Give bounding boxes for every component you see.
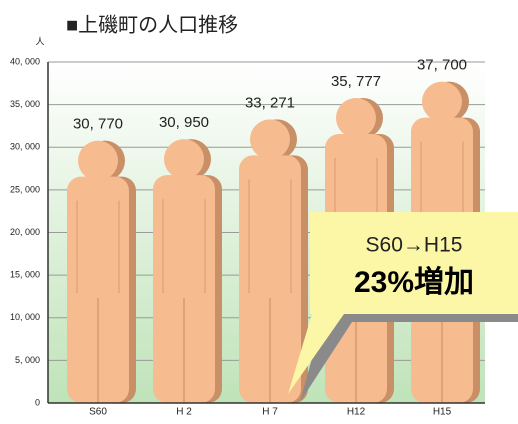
person-head — [422, 81, 462, 122]
y-tick-label: 10, 000 — [10, 312, 40, 322]
callout-text: S60→H15 — [366, 234, 463, 257]
callout-text: 23%増加 — [354, 266, 474, 299]
y-tick-label: 5, 000 — [15, 355, 40, 365]
bar — [239, 119, 308, 403]
person-head — [164, 139, 204, 180]
y-tick-label: 35, 000 — [10, 99, 40, 109]
bar — [67, 140, 136, 403]
y-tick-label: 40, 000 — [10, 56, 40, 66]
callout: S60→H15 23%増加 — [288, 212, 518, 402]
y-tick-label: 25, 000 — [10, 184, 40, 194]
value-label: 30, 950 — [159, 114, 209, 131]
bar — [153, 139, 222, 403]
x-tick-label: H 7 — [262, 407, 278, 418]
value-label: 33, 271 — [245, 94, 295, 111]
x-tick-label: H12 — [347, 407, 366, 418]
y-tick-label: 15, 000 — [10, 270, 40, 280]
callout-bubble — [288, 212, 518, 394]
y-tick-label: 30, 000 — [10, 142, 40, 152]
value-label: 37, 700 — [417, 57, 467, 74]
person-head — [250, 119, 290, 160]
person-body — [67, 176, 129, 403]
x-tick-label: H 2 — [176, 407, 192, 418]
y-tick-label: 20, 000 — [10, 227, 40, 237]
y-axis-label: 人 — [35, 36, 44, 46]
value-label: 35, 777 — [331, 73, 381, 90]
chart-title: ■上磯町の人口推移 — [66, 13, 238, 36]
y-tick-label: 0 — [35, 397, 40, 407]
person-head — [336, 98, 376, 139]
person-body — [153, 175, 215, 403]
marks: S60 30, 770 H 2 30, 950 H 7 33, 271 H12 35, 777… — [67, 57, 480, 418]
x-tick-label: S60 — [89, 407, 107, 418]
x-tick-label: H15 — [433, 407, 452, 418]
person-body — [239, 155, 301, 403]
value-label: 30, 770 — [73, 116, 123, 133]
person-head — [78, 140, 118, 181]
